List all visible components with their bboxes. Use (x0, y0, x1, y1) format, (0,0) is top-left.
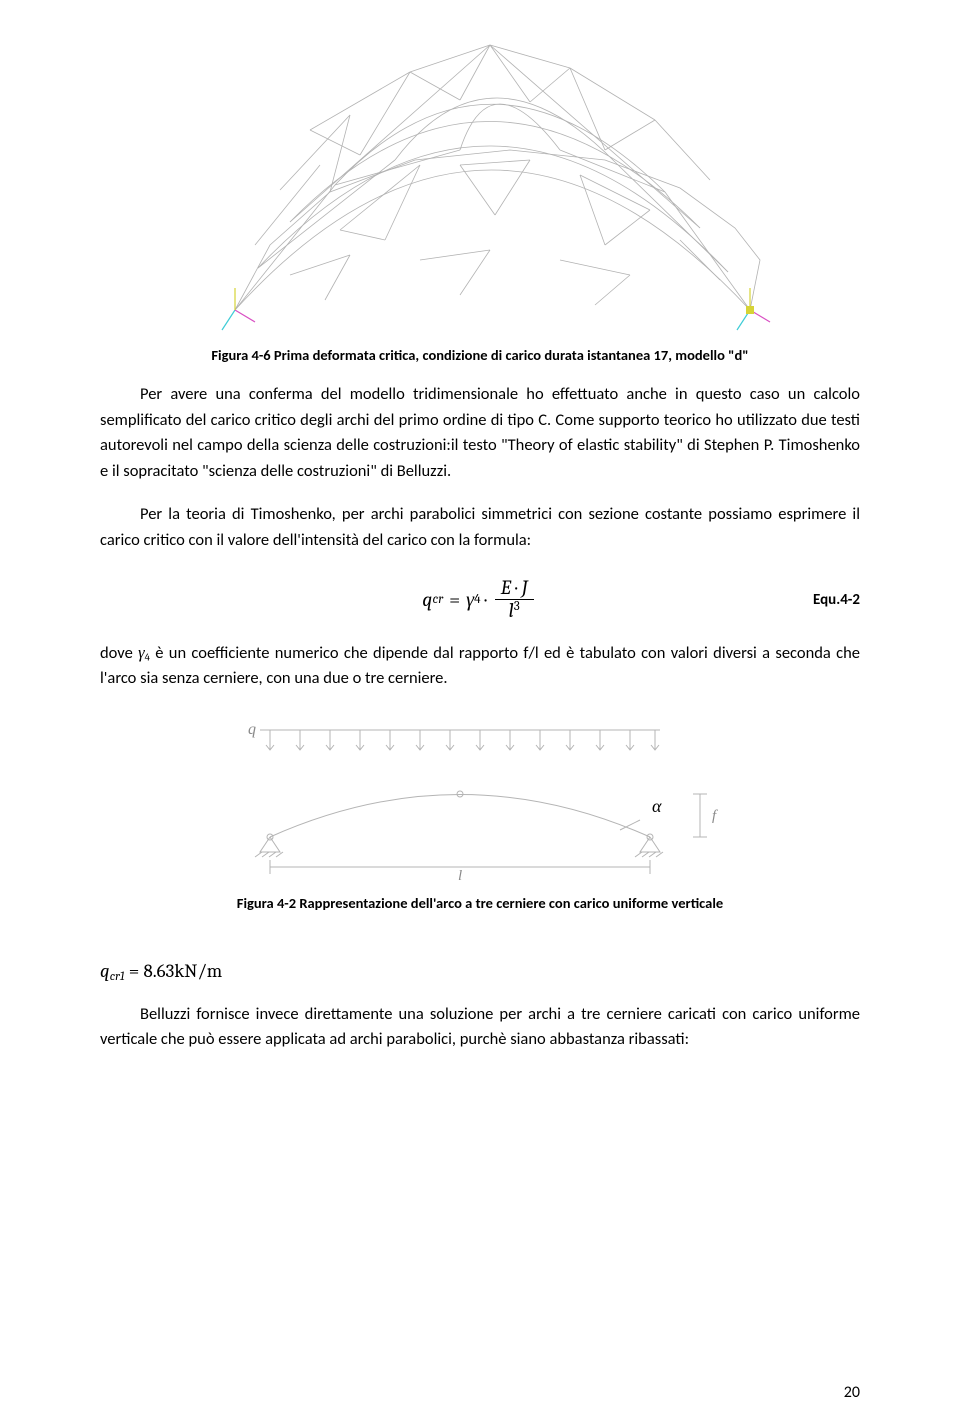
figure-4-6: Figura 4-6 Prima deformata critica, cond… (100, 10, 860, 364)
figure-4-6-caption: Figura 4-6 Prima deformata critica, cond… (211, 346, 748, 364)
figure-4-2: q α f l Figura 4-2 Rappresentazione dell… (100, 692, 860, 912)
equation-label: Equ.4-2 (813, 591, 860, 609)
qcr1-result: qcr1 = 8.63kN/m (100, 960, 860, 984)
equation-4-2: qcr = γ4 · E · J l3 Equ.4-2 (100, 577, 860, 622)
l-label: l (458, 868, 462, 882)
arch-diagram: q α f l (200, 712, 760, 882)
dome-wireframe (160, 10, 800, 340)
q-label: q (248, 721, 256, 738)
page-number: 20 (844, 1383, 860, 1402)
paragraph-2: Per la teoria di Timoshenko, per archi p… (100, 502, 860, 553)
eq-q-sub: cr (433, 592, 444, 607)
eq-q: q (422, 588, 432, 611)
paragraph-4: Belluzzi fornisce invece direttamente un… (100, 1002, 860, 1053)
eq-dot: · (484, 588, 486, 611)
paragraph-3: dove γ4 è un coefficiente numerico che d… (100, 641, 860, 692)
eq-gamma: γ (466, 588, 474, 612)
figure-4-2-caption: Figura 4-2 Rappresentazione dell'arco a … (237, 894, 723, 912)
eq-gamma-sub: 4 (474, 592, 480, 607)
eq-equals: = (449, 588, 460, 611)
eq-fraction: E · J l3 (495, 577, 534, 622)
f-label: f (712, 808, 718, 824)
alpha-label: α (652, 796, 662, 816)
paragraph-1: Per avere una conferma del modello tridi… (100, 382, 860, 484)
